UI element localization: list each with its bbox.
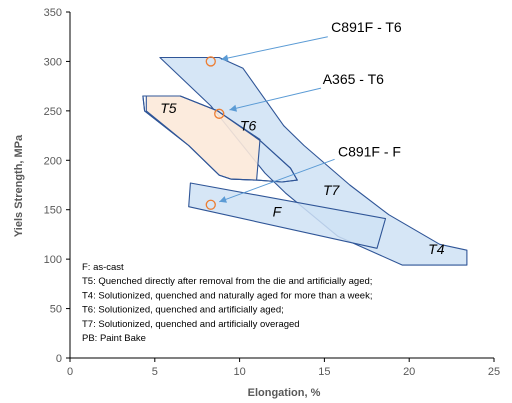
data-point-marker xyxy=(205,199,216,210)
x-tick-label: 5 xyxy=(152,366,158,378)
x-tick-label: 0 xyxy=(67,366,73,378)
x-axis-title: Elongation, % xyxy=(248,387,321,399)
legend-line: T5: Quenched directly after removal from… xyxy=(82,276,372,287)
callout-label: C891F - T6 xyxy=(331,19,402,35)
legend-text-block: F: as-cast T5: Quenched directly after re… xyxy=(82,262,372,344)
legend-line: T7: Solutionized, quenched and artificia… xyxy=(82,319,300,330)
legend-line: PB: Paint Bake xyxy=(82,333,146,344)
callout-label: C891F - F xyxy=(338,143,401,159)
callout-arrowhead xyxy=(220,54,229,62)
callout-arrowhead xyxy=(229,104,237,112)
callout-line xyxy=(219,158,335,203)
callout-arrowhead xyxy=(219,196,227,203)
y-tick-label: 350 xyxy=(44,7,62,19)
callouts-layer: C891F - T6 A365 - T6 C891F - F xyxy=(219,19,402,203)
callout-line xyxy=(229,87,322,111)
y-tick-label: 50 xyxy=(50,304,62,316)
region-label-t4: T4 xyxy=(428,241,445,257)
region-t4 xyxy=(159,56,468,266)
points-layer xyxy=(205,56,225,210)
legend-line: T4: Solutionized, quenched and naturally… xyxy=(82,290,372,301)
region-f xyxy=(188,182,387,249)
x-tick-label: 20 xyxy=(403,366,415,378)
y-tick-label: 150 xyxy=(44,205,62,217)
x-tick-label: 15 xyxy=(318,366,330,378)
y-axis-title: Yiels Strength, MPa xyxy=(13,134,25,237)
data-point-marker xyxy=(205,56,216,67)
y-tick-label: 300 xyxy=(44,56,62,68)
legend-line: T6: Solutionized, quenched and artificia… xyxy=(82,305,284,316)
y-tick-label: 100 xyxy=(44,254,62,266)
legend-line: F: as-cast xyxy=(82,262,124,273)
region-t6-outline xyxy=(142,95,298,183)
y-tick-label: 0 xyxy=(56,353,62,365)
region-label-f: F xyxy=(273,204,283,220)
x-tick-label: 25 xyxy=(488,366,500,378)
region-labels-layer: T4 T6 T5 T7 F xyxy=(160,100,445,257)
regions-layer xyxy=(142,56,468,266)
region-label-t6: T6 xyxy=(240,118,257,134)
data-point-marker xyxy=(214,108,225,119)
y-tick-label: 200 xyxy=(44,155,62,167)
region-label-t7: T7 xyxy=(323,182,341,198)
y-tick-label: 250 xyxy=(44,106,62,118)
callout-label: A365 - T6 xyxy=(323,71,384,87)
x-tick-label: 10 xyxy=(233,366,245,378)
region-label-t5: T5 xyxy=(160,100,177,116)
callout-line xyxy=(220,36,328,60)
